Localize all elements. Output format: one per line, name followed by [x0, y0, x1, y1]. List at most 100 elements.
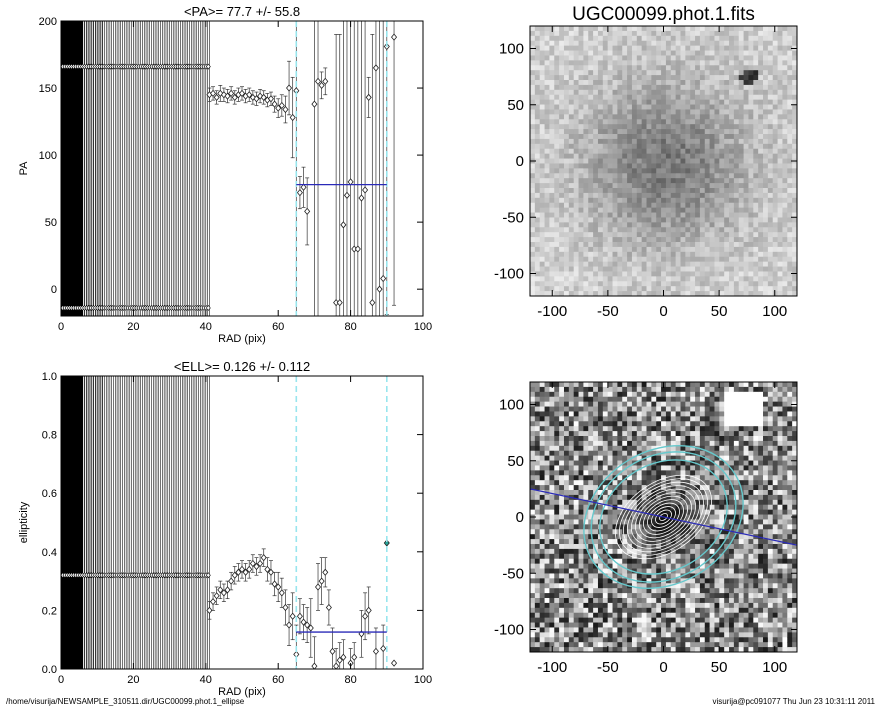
image-pixel [539, 281, 545, 287]
image-pixel [612, 30, 618, 37]
image-pixel [680, 188, 686, 194]
image-pixel [631, 94, 638, 101]
image-pixel [627, 197, 633, 204]
image-pixel [597, 129, 604, 135]
image-pixel [622, 84, 628, 91]
image-pixel [583, 612, 589, 619]
image-pixel [675, 50, 681, 56]
image-pixel [563, 406, 570, 412]
image-pixel [578, 514, 584, 520]
image-pixel [748, 60, 754, 66]
image-pixel [573, 153, 579, 159]
image-pixel [724, 35, 730, 42]
image-pixel [563, 80, 570, 86]
image-pixel [699, 129, 706, 135]
image-pixel [709, 192, 715, 199]
image-pixel [563, 45, 570, 51]
image-pixel [559, 148, 565, 155]
image-pixel [583, 642, 589, 648]
image-pixel [607, 124, 613, 130]
image-pixel [787, 129, 793, 135]
image-pixel [534, 426, 541, 432]
image-pixel [593, 188, 599, 194]
image-pixel [597, 70, 604, 76]
image-pixel [539, 622, 545, 628]
image-pixel [792, 261, 797, 267]
image-pixel [530, 460, 536, 466]
image-pixel [559, 431, 565, 437]
image-pixel [641, 75, 647, 81]
image-pixel [699, 26, 706, 32]
image-pixel [612, 242, 618, 248]
image-pixel [617, 485, 623, 491]
image-pixel [617, 251, 623, 258]
image-pixel [563, 539, 570, 545]
image-pixel [549, 485, 555, 491]
image-pixel [738, 256, 744, 263]
x-tick-label: 80 [344, 321, 356, 333]
image-pixel [617, 514, 623, 520]
image-pixel [738, 227, 744, 233]
image-pixel [753, 276, 759, 282]
image-pixel [733, 256, 740, 263]
image-pixel [661, 197, 667, 204]
image-pixel [530, 286, 536, 292]
image-pixel [568, 217, 575, 223]
image-pixel [661, 222, 667, 228]
image-pixel [559, 470, 565, 476]
image-pixel [685, 281, 691, 287]
image-pixel [738, 65, 744, 71]
image-pixel [724, 40, 730, 47]
image-pixel [583, 138, 589, 145]
image-pixel [563, 548, 570, 555]
image-pixel [593, 647, 599, 652]
image-pixel [559, 251, 565, 258]
image-pixel [539, 632, 545, 638]
image-pixel [588, 401, 594, 407]
image-pixel [593, 598, 599, 604]
data-point [238, 565, 246, 574]
image-pixel [559, 84, 565, 91]
image-pixel [729, 89, 735, 96]
image-pixel [695, 84, 701, 91]
image-pixel [549, 607, 555, 614]
image-pixel [729, 163, 735, 169]
image-pixel [539, 119, 545, 125]
image-pixel [612, 514, 618, 520]
image-pixel [675, 183, 681, 189]
image-pixel [544, 124, 550, 130]
image-pixel [792, 188, 797, 194]
image-pixel [748, 192, 754, 199]
image-pixel [729, 261, 735, 267]
image-pixel [578, 40, 584, 47]
image-pixel [612, 163, 618, 169]
image-pixel [704, 207, 711, 213]
image-pixel [559, 411, 565, 417]
image-pixel [563, 119, 570, 125]
image-pixel [544, 627, 550, 633]
image-pixel [554, 242, 560, 248]
image-pixel [646, 50, 652, 56]
image-pixel [665, 178, 672, 184]
image-pixel [743, 217, 749, 223]
image-pixel [612, 465, 618, 471]
data-point [231, 93, 238, 102]
image-pixel [549, 470, 555, 476]
image-pixel [602, 256, 609, 263]
image-pixel [530, 134, 536, 140]
image-pixel [607, 163, 613, 169]
image-pixel [597, 89, 604, 96]
image-pixel [763, 232, 769, 238]
image-pixel [554, 183, 560, 189]
image-pixel [695, 124, 701, 130]
image-pixel [719, 45, 725, 51]
image-pixel [578, 480, 584, 486]
image-pixel [695, 99, 701, 105]
image-pixel [656, 89, 662, 96]
y-tick-label: 0 [51, 284, 57, 296]
image-pixel [563, 490, 570, 496]
image-pixel [597, 163, 604, 169]
image-pixel [539, 30, 545, 37]
image-pixel [617, 119, 623, 125]
image-pixel [617, 445, 623, 452]
